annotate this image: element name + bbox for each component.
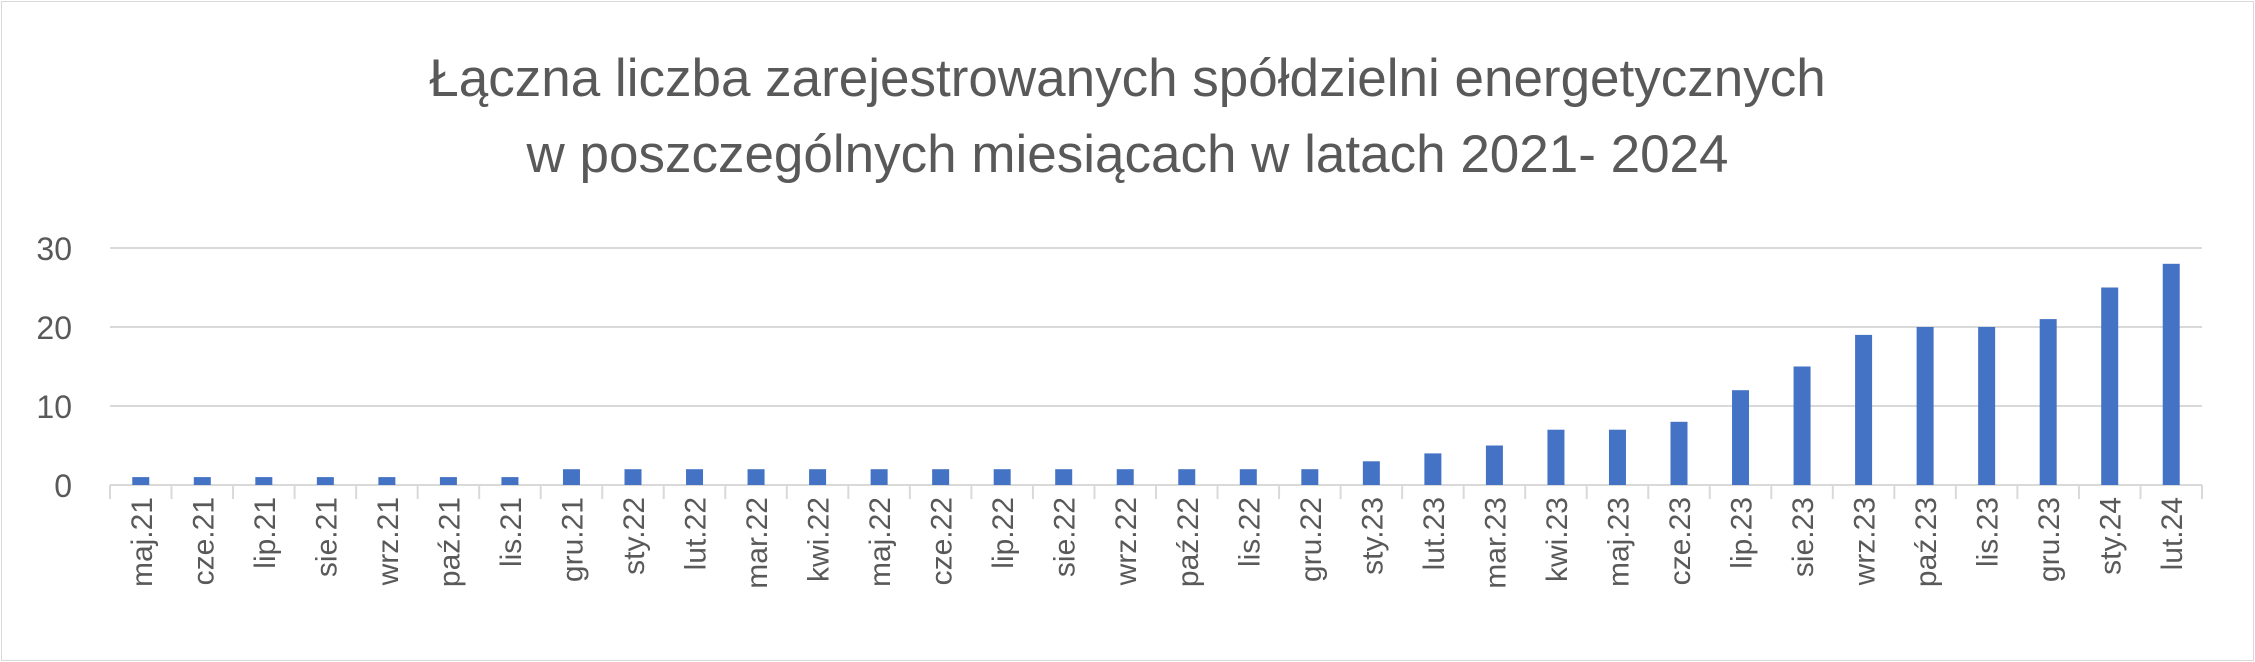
x-tick-label: lis.22 — [1233, 497, 1266, 567]
bar — [1978, 327, 1996, 485]
bar — [1485, 445, 1503, 485]
x-tick-label: sty.22 — [618, 497, 651, 575]
x-tick-label: gru.23 — [2033, 497, 2066, 582]
x-tick-label: lis.21 — [495, 497, 528, 567]
x-tick-label: lut.23 — [1418, 497, 1451, 570]
x-tick-label: sie.22 — [1049, 497, 1082, 577]
bar — [316, 477, 334, 485]
x-tick-label: maj.23 — [1602, 497, 1635, 587]
bar — [624, 469, 642, 485]
x-tick-label: lip.23 — [1726, 497, 1759, 569]
x-tick-label: lut.24 — [2156, 497, 2189, 570]
bar — [932, 469, 950, 485]
bar — [993, 469, 1011, 485]
x-tick-label: wrz.23 — [1849, 497, 1882, 586]
x-tick-label: sty.24 — [2095, 497, 2128, 575]
x-tick-label: wrz.22 — [1110, 497, 1143, 586]
bar — [2039, 319, 2057, 485]
x-tick-label: lip.21 — [249, 497, 282, 569]
x-tick-label: cze.22 — [926, 497, 959, 585]
x-tick-label: lut.22 — [680, 497, 713, 570]
bar — [1116, 469, 1134, 485]
bar — [1301, 469, 1319, 485]
bar — [1793, 366, 1811, 485]
bar — [1424, 453, 1442, 485]
bar — [562, 469, 580, 485]
bar — [747, 469, 765, 485]
bar — [1670, 421, 1688, 485]
bar — [1362, 461, 1380, 485]
chart-title-line-2: w poszczególnych miesiącach w latach 202… — [526, 125, 1729, 184]
bar — [501, 477, 519, 485]
bar — [870, 469, 888, 485]
x-tick-label: kwi.22 — [803, 497, 836, 582]
bar — [1178, 469, 1196, 485]
x-tick-label: cze.21 — [187, 497, 220, 585]
bar — [439, 477, 457, 485]
x-tick-label: sie.23 — [1787, 497, 1820, 577]
bar — [132, 477, 150, 485]
bar — [1916, 327, 1934, 485]
bar — [193, 477, 211, 485]
bar — [255, 477, 273, 485]
y-tick-label: 0 — [54, 468, 72, 504]
x-tick-label: lip.22 — [987, 497, 1020, 569]
x-tick-label: sie.21 — [310, 497, 343, 577]
x-tick-label: wrz.21 — [372, 497, 405, 586]
bar — [378, 477, 396, 485]
bar — [686, 469, 704, 485]
bar — [1855, 334, 1873, 485]
x-tick-label: lis.23 — [1972, 497, 2005, 567]
x-tick-label: mar.23 — [1479, 497, 1512, 589]
x-tick-label: paź.22 — [1172, 497, 1205, 587]
y-tick-label: 10 — [36, 389, 72, 425]
x-tick-label: cze.23 — [1664, 497, 1697, 585]
bar — [2162, 263, 2180, 485]
x-tick-label: kwi.23 — [1541, 497, 1574, 582]
bar — [1547, 429, 1565, 485]
x-tick-label: mar.22 — [741, 497, 774, 589]
x-tick-label: maj.21 — [126, 497, 159, 587]
bar — [2101, 287, 2119, 485]
bar — [1732, 390, 1750, 485]
bar — [1239, 469, 1257, 485]
x-tick-label: gru.21 — [556, 497, 589, 582]
bar — [809, 469, 827, 485]
chart-title-line-1: Łączna liczba zarejestrowanych spółdziel… — [429, 49, 1826, 108]
bar — [1055, 469, 1073, 485]
x-tick-label: sty.23 — [1356, 497, 1389, 575]
x-tick-label: paź.21 — [433, 497, 466, 587]
bar — [1608, 429, 1626, 485]
x-tick-label: paź.23 — [1910, 497, 1943, 587]
x-tick-label: gru.22 — [1295, 497, 1328, 582]
y-tick-label: 20 — [36, 310, 72, 346]
x-tick-label: maj.22 — [864, 497, 897, 587]
y-tick-label: 30 — [36, 231, 72, 267]
